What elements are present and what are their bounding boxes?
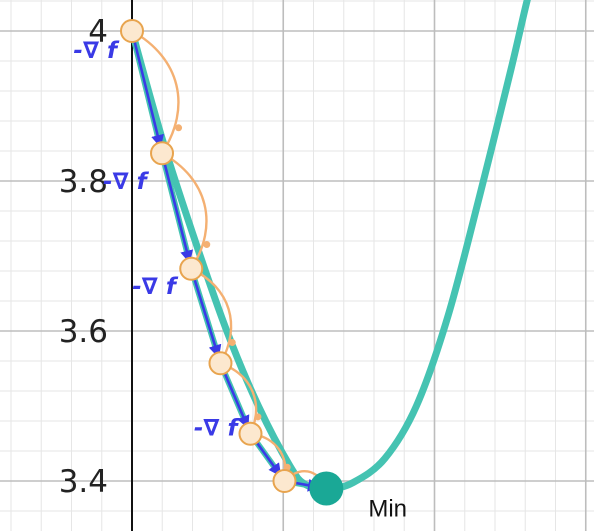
step-arc-dot	[228, 339, 236, 347]
minimum-label: Min	[368, 496, 407, 523]
step-arc	[190, 267, 233, 364]
gradient-label: -∇ f	[132, 274, 179, 300]
minimum-point	[309, 471, 344, 506]
step-arc	[131, 29, 180, 154]
gradient-label: -∇ f	[103, 169, 150, 195]
gradient-step-arrow	[190, 268, 222, 359]
descent-point	[208, 351, 233, 376]
step-arc-dot	[283, 463, 291, 471]
descent-point	[238, 421, 263, 446]
descent-point	[272, 469, 297, 493]
minimum-marker: Min	[309, 471, 407, 523]
y-tick-label: 3.8	[59, 164, 108, 200]
descent-points	[120, 19, 297, 493]
descent-point	[150, 141, 175, 166]
gradient-labels: -∇ f -∇ f -∇ f -∇ f	[73, 38, 240, 441]
step-arc-dot	[175, 124, 183, 132]
step-arc-dot	[203, 241, 211, 249]
y-tick-label: 4	[88, 14, 108, 50]
y-tick-label: 3.4	[59, 464, 108, 500]
gradient-label: -∇ f	[73, 38, 120, 64]
y-tick-label: 3.6	[59, 314, 108, 350]
descent-point	[120, 19, 144, 43]
descent-point	[179, 256, 204, 281]
step-arc	[161, 152, 208, 270]
gradient-step-arrow	[130, 30, 164, 149]
gradient-label: -∇ f	[194, 415, 241, 441]
gradient-step-arrow	[160, 152, 194, 264]
y-tick-labels: 4 3.8 3.6 3.4	[59, 14, 108, 500]
step-arc-dot	[254, 413, 262, 421]
